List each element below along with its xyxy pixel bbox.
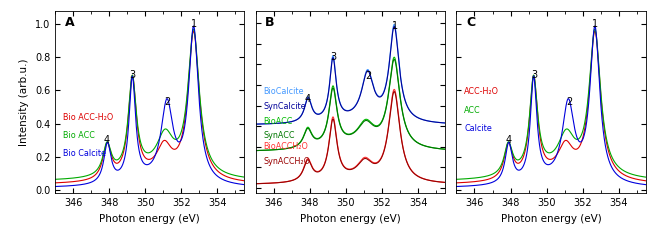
Text: 4: 4 (506, 135, 511, 145)
Text: A: A (65, 16, 74, 29)
Text: Bio ACC: Bio ACC (63, 131, 95, 140)
Text: 2: 2 (165, 97, 171, 107)
Text: 2: 2 (365, 71, 372, 81)
X-axis label: Photon energy (eV): Photon energy (eV) (501, 214, 602, 224)
Y-axis label: Intensity (arb.u.): Intensity (arb.u.) (19, 58, 29, 146)
Text: 1: 1 (391, 21, 398, 31)
X-axis label: Photon energy (eV): Photon energy (eV) (300, 214, 401, 224)
Text: 3: 3 (531, 71, 537, 80)
X-axis label: Photon energy (eV): Photon energy (eV) (99, 214, 200, 224)
Text: BioACCH₂O: BioACCH₂O (263, 142, 308, 151)
Text: Calcite: Calcite (464, 124, 492, 133)
Text: 3: 3 (330, 52, 336, 62)
Text: SynCalcite: SynCalcite (263, 102, 306, 111)
Text: 4: 4 (104, 135, 110, 145)
Text: 4: 4 (304, 94, 311, 103)
Text: BioCalcite: BioCalcite (263, 87, 304, 96)
Text: ACC: ACC (464, 106, 481, 115)
Text: B: B (265, 16, 275, 29)
Text: 1: 1 (191, 19, 197, 29)
Text: Bio ACC-H₂O: Bio ACC-H₂O (63, 113, 113, 122)
Text: 2: 2 (566, 97, 572, 107)
Text: ACC-H₂O: ACC-H₂O (464, 87, 499, 96)
Text: SynACC: SynACC (263, 131, 295, 140)
Text: SynACCH₂O: SynACCH₂O (263, 157, 310, 166)
Text: 3: 3 (130, 71, 136, 80)
Text: Bio Calcite: Bio Calcite (63, 150, 106, 158)
Text: 1: 1 (593, 19, 598, 29)
Text: BioACC: BioACC (263, 117, 293, 126)
Text: C: C (466, 16, 475, 29)
